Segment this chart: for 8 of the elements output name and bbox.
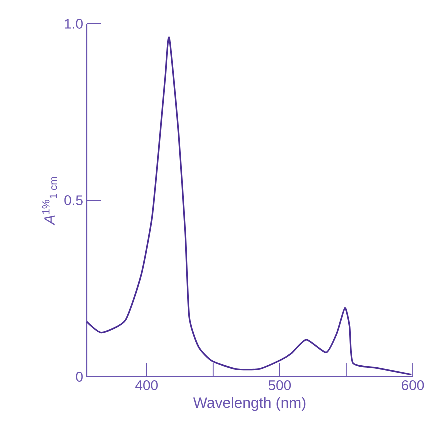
- y-axis-title: A$^{1%}$1 cm: [42, 177, 58, 226]
- x-tick-label: 400: [136, 380, 158, 390]
- y-tick-label: 0.5: [64, 196, 83, 206]
- y-tick-label: 1.0: [65, 19, 83, 29]
- x-axis-title: Wavelength (nm): [193, 397, 306, 412]
- x-tick-label: 500: [268, 380, 292, 390]
- y-tick-label: 0: [76, 372, 83, 382]
- x-tick-label: 600: [402, 380, 424, 390]
